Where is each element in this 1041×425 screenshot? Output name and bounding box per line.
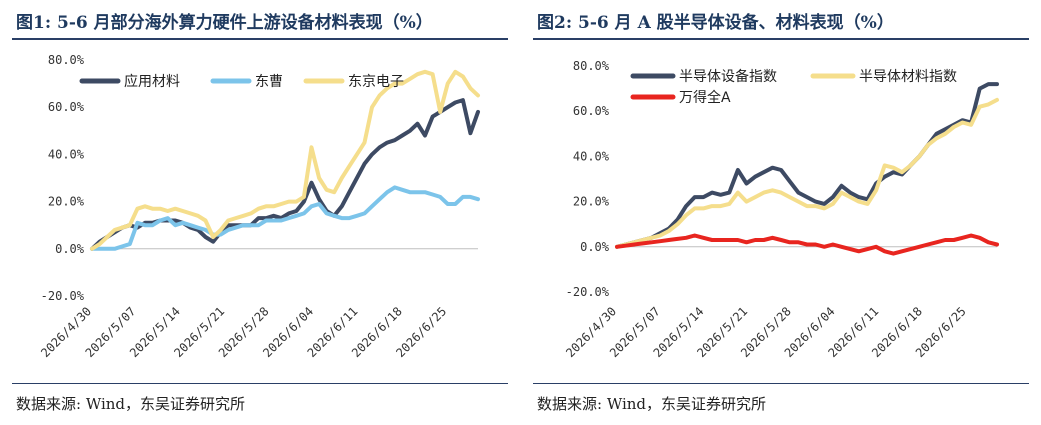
y-tick-label: 40.0% [573, 149, 610, 163]
y-tick-label: 20.0% [573, 195, 610, 209]
y-tick-label: 20.0% [48, 195, 85, 209]
source-note: 数据来源: Wind，东吴证券研究所 [537, 395, 767, 413]
series-line [615, 97, 999, 249]
legend-label: 东曹 [255, 74, 283, 90]
series-line [90, 69, 480, 251]
series-line [90, 185, 480, 251]
y-tick-label: 80.0% [573, 59, 610, 73]
legend-label: 半导体设备指数 [679, 68, 777, 85]
y-tick-label: 60.0% [573, 104, 610, 118]
source-rule [533, 383, 1029, 384]
y-tick-label: 0.0% [55, 242, 85, 256]
y-tick-label: 80.0% [48, 53, 85, 67]
y-tick-label: 40.0% [48, 147, 85, 161]
legend-label: 万得全A [679, 89, 731, 106]
chart-panel-right: 图2: 5-6 月 A 股半导体设备、材料表现（%） -20.0% 0.0% 20.… [521, 0, 1041, 425]
title-rule [533, 38, 1029, 40]
legend-label: 应用材料 [124, 73, 180, 90]
y-tick-label: 60.0% [48, 100, 85, 114]
line-chart-overseas: -20.0%0.0%20.0%40.0%60.0%80.0%2026/4/302… [38, 53, 480, 360]
legend-label: 半导体材料指数 [859, 69, 957, 85]
series-line [615, 82, 999, 249]
legend-label: 东京电子 [348, 74, 404, 90]
series-line [615, 233, 999, 256]
chart-panel-left: 图1: 5-6 月部分海外算力硬件上游设备材料表现（%） -20.0% 0.0% 2… [0, 0, 520, 425]
line-chart-a-share: -20.0%0.0%20.0%40.0%60.0%80.0%2026/4/302… [563, 59, 999, 360]
chart-title: 图1: 5-6 月部分海外算力硬件上游设备材料表现（%） [16, 13, 433, 33]
y-tick-label: 0.0% [580, 240, 610, 254]
title-rule [12, 38, 508, 40]
y-tick-label: -20.0% [566, 285, 610, 299]
y-tick-label: -20.0% [41, 289, 85, 303]
source-rule [12, 383, 508, 384]
source-note: 数据来源: Wind，东吴证券研究所 [16, 395, 246, 413]
chart-title: 图2: 5-6 月 A 股半导体设备、材料表现（%） [537, 13, 894, 33]
